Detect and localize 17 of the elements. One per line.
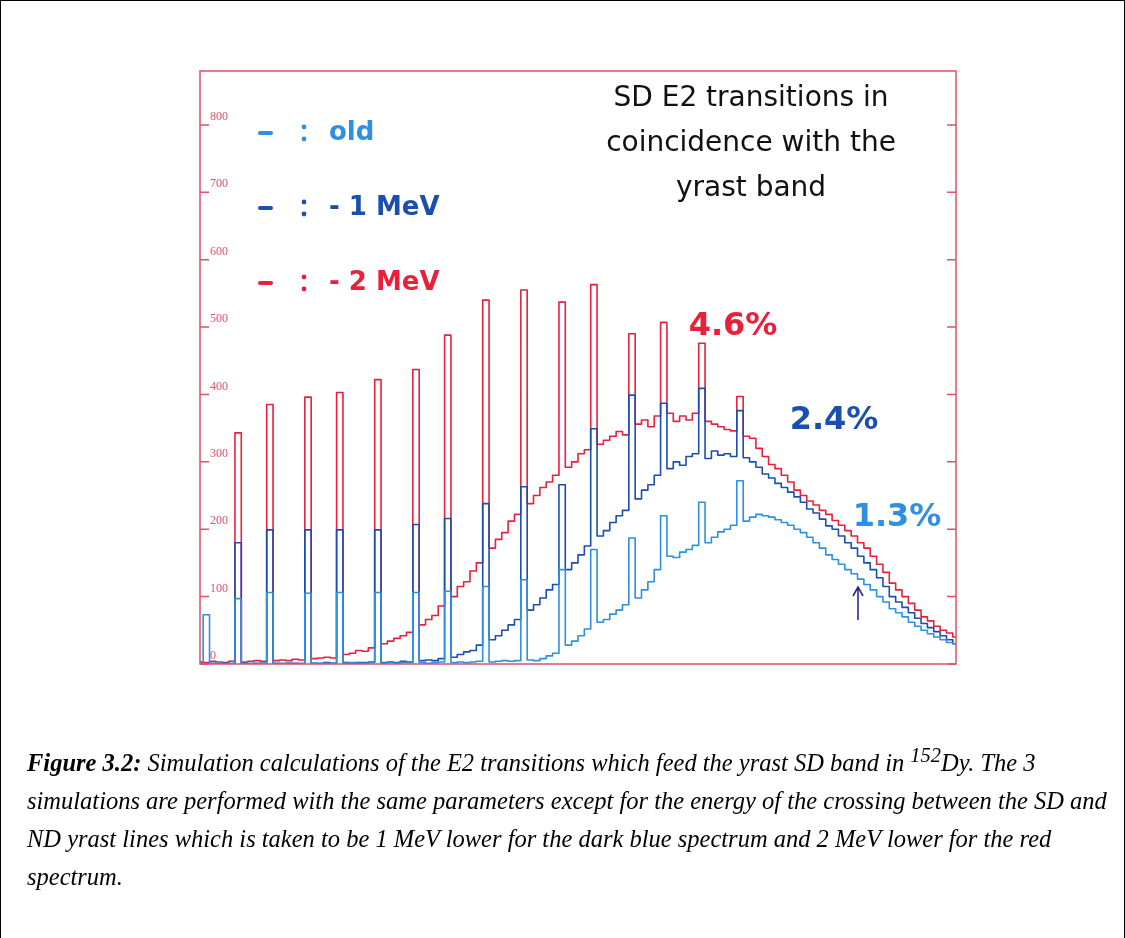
y-tick-label: 500: [210, 311, 228, 326]
annotation: 4.6%: [688, 305, 778, 344]
y-tick-label: 200: [210, 513, 228, 528]
y-tick-label: 400: [210, 378, 228, 393]
y-tick-label: 100: [210, 580, 228, 595]
y-tick-label: 0: [210, 648, 216, 663]
caption: Figure 3.2: Simulation calculations of the E2 transitions which feed the yrast SD band in $^{152}$Dy. The 3 simulations are performed with the same parameters except for the energy of the crossing between the SD and ND yrast lines which is taken to be 1 MeV lower for the dark blue spectrum and 2 MeV lower for the red spectrum.: [27, 743, 1108, 893]
text: SD E2 transitions in coincidence with the yrast band: [606, 80, 896, 204]
y-tick-label: 700: [210, 176, 228, 191]
y-tick-label: 800: [210, 109, 228, 124]
annotation: 1.3%: [852, 496, 942, 535]
y-tick-label: 300: [210, 446, 228, 460]
legend-label: - 1 MeV: [329, 190, 440, 221]
annotation: 2.4%: [789, 399, 879, 438]
legend-label: old: [329, 115, 375, 146]
y-tick-label: 600: [210, 243, 228, 258]
legend-label: - 2 MeV: [329, 265, 440, 296]
